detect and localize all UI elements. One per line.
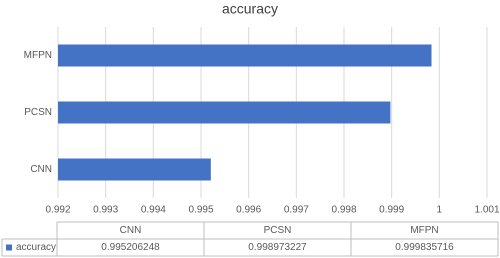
table-value: 0.995206248 bbox=[101, 242, 160, 253]
x-tick-label: 0.997 bbox=[284, 205, 309, 216]
table-value: 0.998973227 bbox=[248, 242, 307, 253]
bar bbox=[58, 44, 432, 67]
bar bbox=[58, 158, 211, 181]
x-tick-label: 0.996 bbox=[236, 205, 261, 216]
bar bbox=[58, 101, 391, 124]
y-tick-label: PCSN bbox=[24, 107, 52, 118]
x-tick-label: 0.995 bbox=[188, 205, 213, 216]
x-tick-label: 0.999 bbox=[379, 205, 404, 216]
x-tick-label: 0.993 bbox=[93, 205, 118, 216]
x-tick-label: 0.994 bbox=[141, 205, 166, 216]
chart-title: accuracy bbox=[222, 1, 278, 17]
legend-label: accuracy bbox=[16, 242, 56, 253]
y-tick-label: MFPN bbox=[24, 50, 52, 61]
x-tick-label: 0.992 bbox=[45, 205, 70, 216]
table-header: CNN bbox=[120, 225, 142, 236]
legend-key bbox=[6, 244, 12, 251]
y-tick-label: CNN bbox=[30, 164, 52, 175]
table-header: PCSN bbox=[264, 225, 292, 236]
table-value: 0.999835716 bbox=[395, 242, 454, 253]
x-tick-label: 1.001 bbox=[474, 205, 499, 216]
x-tick-label: 1 bbox=[437, 205, 443, 216]
table-header: MFPN bbox=[410, 225, 438, 236]
x-tick-label: 0.998 bbox=[331, 205, 356, 216]
